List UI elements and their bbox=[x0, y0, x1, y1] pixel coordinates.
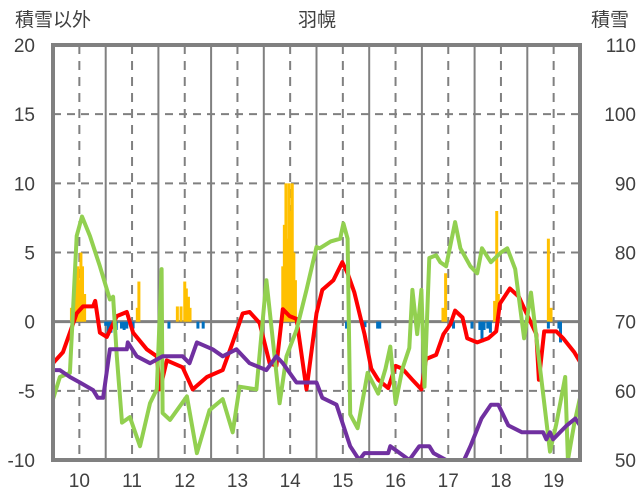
blue-bar bbox=[122, 321, 126, 330]
x-tick: 14 bbox=[280, 471, 302, 492]
x-tick: 17 bbox=[438, 471, 459, 492]
blue-bar bbox=[376, 321, 380, 329]
blue-bar bbox=[486, 321, 490, 329]
blue-bar bbox=[452, 321, 456, 329]
orange-bar bbox=[77, 280, 81, 322]
y-tick-right: 70 bbox=[615, 313, 636, 334]
orange-bar bbox=[292, 252, 296, 322]
orange-bar bbox=[493, 300, 497, 322]
blue-bar bbox=[120, 321, 124, 329]
orange-bar bbox=[441, 307, 445, 322]
x-tick: 11 bbox=[122, 471, 142, 492]
blue-bar bbox=[478, 321, 482, 330]
orange-bar bbox=[549, 307, 553, 322]
orange-bar bbox=[183, 281, 187, 322]
y-tick-left: 20 bbox=[14, 36, 35, 57]
blue-bar bbox=[125, 321, 129, 329]
y-tick-right: 90 bbox=[615, 174, 636, 195]
right-axis-title: 積雪 bbox=[591, 9, 629, 31]
green-series-line bbox=[51, 214, 582, 462]
chart-title: 羽幌 bbox=[298, 9, 336, 31]
orange-bar bbox=[186, 296, 190, 322]
x-tick: 16 bbox=[385, 471, 406, 492]
orange-bar bbox=[289, 211, 293, 322]
orange-bar bbox=[546, 238, 550, 322]
blue-bar bbox=[480, 321, 484, 343]
x-tick: 10 bbox=[69, 471, 90, 492]
orange-bar bbox=[184, 288, 188, 322]
blue-bar bbox=[546, 321, 550, 329]
orange-bar bbox=[79, 252, 83, 322]
blue-bar bbox=[363, 321, 367, 328]
lines bbox=[51, 214, 582, 462]
orange-bar bbox=[76, 266, 80, 322]
y-tick-left: 0 bbox=[24, 313, 35, 334]
orange-bar bbox=[188, 307, 192, 322]
blue-bar bbox=[201, 321, 205, 329]
orange-bar bbox=[179, 306, 183, 322]
orange-bar bbox=[81, 266, 85, 322]
orange-bar bbox=[137, 281, 141, 322]
y-tick-right: 50 bbox=[615, 451, 636, 472]
y-tick-left: -5 bbox=[18, 382, 35, 403]
blue-bar bbox=[131, 321, 135, 329]
orange-bar bbox=[293, 280, 297, 322]
x-tick: 19 bbox=[543, 471, 564, 492]
orange-bar bbox=[281, 266, 285, 322]
purple-series-line bbox=[53, 340, 582, 462]
blue-bar bbox=[378, 321, 382, 329]
x-tick: 12 bbox=[174, 471, 195, 492]
orange-bar bbox=[284, 183, 288, 322]
plot-frame bbox=[51, 43, 582, 462]
x-tick: 15 bbox=[332, 471, 353, 492]
blue-bar bbox=[167, 321, 171, 329]
red-series-line bbox=[51, 260, 582, 392]
blue-bar bbox=[482, 321, 486, 330]
blue-bar bbox=[557, 321, 561, 329]
blue-bar bbox=[196, 321, 200, 329]
blue-bar bbox=[104, 321, 108, 326]
orange-bar bbox=[495, 211, 499, 322]
y-tick-left: 15 bbox=[14, 105, 35, 126]
blue-bar bbox=[559, 321, 563, 343]
y-tick-right: 60 bbox=[615, 382, 636, 403]
y-tick-right: 80 bbox=[615, 244, 636, 265]
blue-bar bbox=[345, 321, 349, 329]
y-tick-right: 100 bbox=[604, 105, 636, 126]
orange-bar bbox=[135, 307, 139, 322]
y-tick-left: -10 bbox=[8, 451, 35, 472]
y-tick-right: 110 bbox=[606, 36, 636, 57]
y-tick-left: 10 bbox=[14, 174, 35, 195]
orange-bar bbox=[444, 273, 448, 322]
left-axis-title: 積雪以外 bbox=[15, 9, 91, 31]
blue-bar bbox=[470, 321, 474, 329]
orange-bar bbox=[286, 238, 290, 322]
blue-bar bbox=[488, 321, 492, 333]
orange-bar bbox=[175, 306, 179, 322]
blue-bar bbox=[106, 321, 110, 336]
orange-bar bbox=[282, 224, 286, 322]
tick-labels: 20 110 15 100 10 90 5 80 0 70 -5 60 -10 50 10 11 12 13 14 1… bbox=[8, 36, 636, 492]
orange-bar bbox=[287, 183, 291, 322]
x-tick: 18 bbox=[490, 471, 511, 492]
y-tick-left: 5 bbox=[24, 244, 35, 265]
orange-bar bbox=[290, 183, 294, 322]
x-tick: 13 bbox=[227, 471, 248, 492]
